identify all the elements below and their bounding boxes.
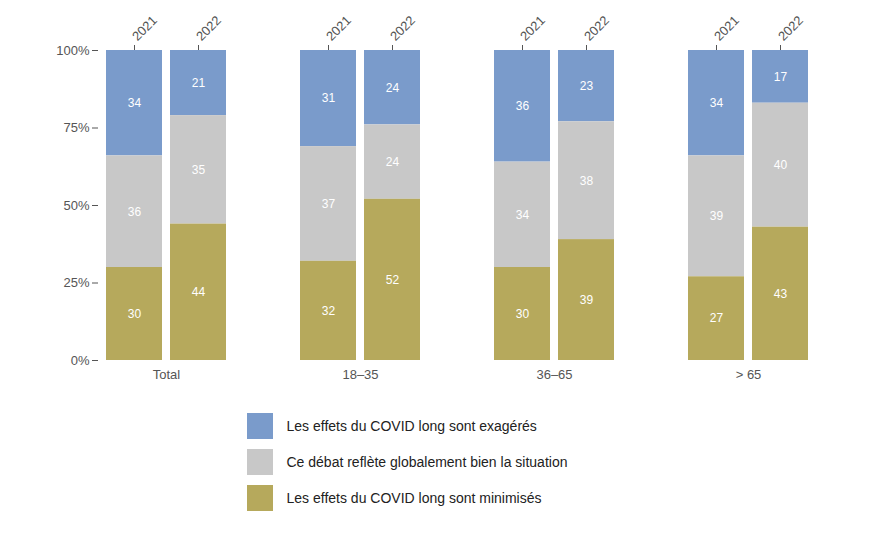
svg-text:32: 32 — [321, 304, 335, 318]
svg-text:34: 34 — [127, 96, 141, 110]
svg-text:27: 27 — [709, 311, 723, 325]
svg-text:2022: 2022 — [580, 13, 611, 44]
svg-text:40: 40 — [773, 158, 787, 172]
svg-text:37: 37 — [321, 197, 335, 211]
svg-text:30: 30 — [127, 307, 141, 321]
svg-text:31: 31 — [321, 91, 335, 105]
svg-text:2021: 2021 — [710, 13, 741, 44]
svg-text:24: 24 — [385, 155, 399, 169]
svg-text:2021: 2021 — [128, 13, 159, 44]
svg-text:36–65: 36–65 — [536, 367, 572, 382]
svg-text:23: 23 — [579, 79, 593, 93]
svg-text:36: 36 — [127, 205, 141, 219]
svg-text:Total: Total — [152, 367, 180, 382]
svg-text:0%: 0% — [70, 353, 89, 368]
svg-text:2022: 2022 — [774, 13, 805, 44]
svg-text:18–35: 18–35 — [342, 367, 378, 382]
svg-text:39: 39 — [579, 293, 593, 307]
svg-text:17: 17 — [773, 70, 787, 84]
html-text:Les effets du COVID long sont: Les effets du COVID long sont exagérés — [286, 418, 537, 434]
svg-text:36: 36 — [515, 99, 529, 113]
svg-text:30: 30 — [515, 307, 529, 321]
svg-text:2021: 2021 — [516, 13, 547, 44]
svg-text:38: 38 — [579, 174, 593, 188]
svg-text:100%: 100% — [56, 43, 90, 58]
html-text:Ce débat reflète globalement b: Ce débat reflète globalement bien la sit… — [286, 454, 568, 470]
svg-text:35: 35 — [191, 163, 205, 177]
svg-text:52: 52 — [385, 273, 399, 287]
svg-text:24: 24 — [385, 81, 399, 95]
svg-text:34: 34 — [709, 96, 723, 110]
svg-text:25%: 25% — [63, 275, 89, 290]
svg-text:2021: 2021 — [322, 13, 353, 44]
svg-text:44: 44 — [191, 285, 205, 299]
svg-text:21: 21 — [191, 76, 205, 90]
svg-text:2022: 2022 — [192, 13, 223, 44]
svg-text:2022: 2022 — [386, 13, 417, 44]
svg-text:43: 43 — [773, 287, 787, 301]
svg-text:> 65: > 65 — [735, 367, 761, 382]
svg-text:50%: 50% — [63, 198, 89, 213]
html-text:Les effets du COVID long sont: Les effets du COVID long sont minimisés — [286, 490, 542, 506]
svg-text:39: 39 — [709, 209, 723, 223]
svg-text:75%: 75% — [63, 120, 89, 135]
svg-text:34: 34 — [515, 208, 529, 222]
